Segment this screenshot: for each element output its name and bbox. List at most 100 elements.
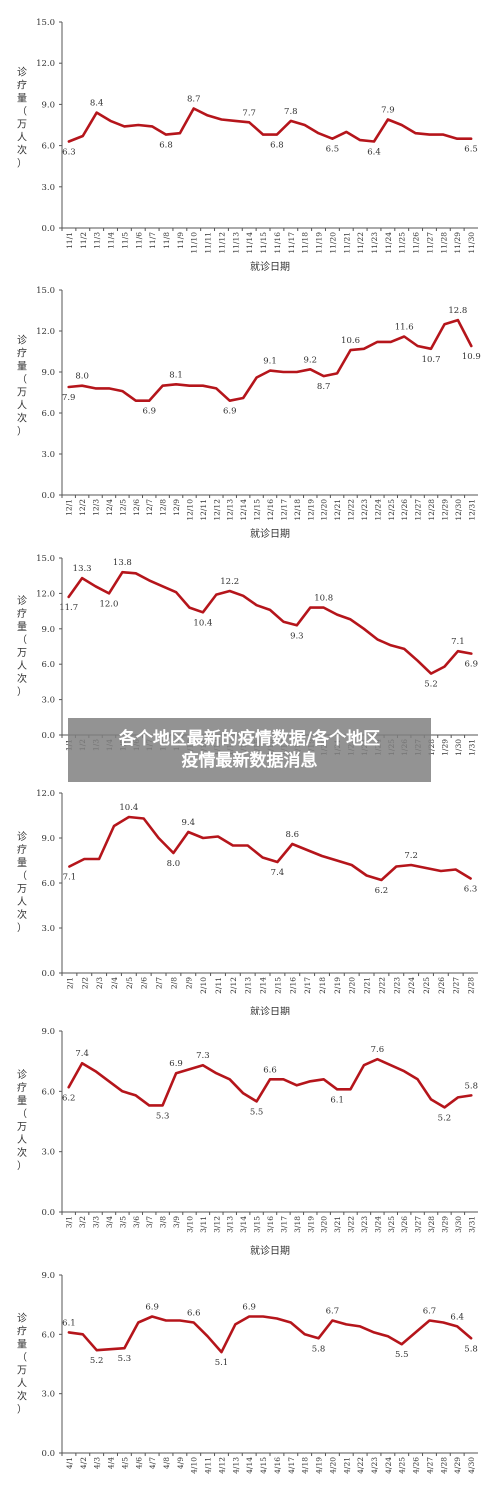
y-axis-label-char: 万 (17, 648, 27, 659)
line-chart-1: 0.0 3.0 6.0 9.0 12.0 15.0 诊疗量（ 万人次） 11/1 11/2 11/3… (17, 18, 478, 273)
x-tick-label: 2/19 (333, 977, 342, 994)
data-label: 6.6 (263, 1065, 277, 1075)
x-tick-label: 12/4 (105, 499, 114, 516)
y-axis-label-char: 量 (17, 1338, 27, 1350)
y-axis-label-char: 量 (17, 621, 27, 633)
x-tick-label: 3/19 (306, 1216, 315, 1233)
data-label: 7.1 (63, 873, 77, 883)
x-tick-label: 2/28 (467, 977, 476, 994)
x-tick-label: 4/13 (231, 1457, 240, 1474)
x-tick-label: 2/17 (303, 977, 312, 994)
data-label: 7.7 (242, 108, 256, 118)
y-tick-label: 15.0 (36, 286, 55, 296)
x-tick-label: 11/23 (370, 232, 379, 254)
y-axis-label-char: 量 (17, 857, 27, 869)
data-label: 7.1 (451, 637, 465, 647)
x-tick-label: 11/7 (148, 232, 157, 249)
overlay-title-line1: 各个地区最新的疫情数据/各个地区 (118, 729, 381, 749)
y-axis-label-char: 人 (17, 1377, 27, 1389)
x-axis-title: 就诊日期 (250, 1005, 290, 1015)
x-tick-label: 4/29 (453, 1457, 462, 1474)
x-tick-label: 2/16 (288, 977, 297, 994)
x-tick-label: 11/8 (162, 232, 171, 249)
y-axis-label-char: 诊 (17, 594, 27, 607)
x-tick-label: 3/15 (253, 1216, 262, 1233)
x-tick-label: 4/30 (467, 1457, 476, 1474)
x-tick-label: 3/1 (65, 1216, 74, 1228)
data-label: 7.3 (196, 1051, 210, 1061)
x-tick-label: 3/30 (454, 1216, 463, 1233)
data-label: 6.9 (242, 1303, 256, 1313)
x-tick-label: 4/11 (204, 1457, 213, 1474)
series-line (67, 318, 473, 402)
y-tick-label: 15.0 (36, 18, 55, 28)
y-axis-label-char: 万 (17, 387, 27, 398)
x-tick-label: 3/12 (212, 1216, 221, 1233)
y-tick-label: 0.0 (41, 969, 55, 979)
data-label: 5.3 (156, 1111, 170, 1121)
data-label: 5.8 (464, 1344, 478, 1354)
data-label: 6.9 (465, 660, 479, 670)
data-label: 10.7 (422, 355, 441, 365)
data-label: 7.4 (75, 1049, 89, 1059)
x-tick-label: 11/24 (384, 232, 393, 254)
x-tick-label: 4/14 (245, 1457, 254, 1474)
y-tick-label: 9.0 (41, 100, 55, 110)
data-label: 7.9 (62, 393, 76, 403)
y-axis-label-char: 诊 (17, 333, 27, 346)
data-label: 5.3 (118, 1354, 132, 1364)
x-tick-label: 3/21 (333, 1216, 342, 1233)
x-tick-label: 4/1 (65, 1457, 74, 1469)
y-axis-label-char: 次 (17, 1389, 27, 1402)
x-tick-label: 12/17 (279, 499, 288, 521)
data-label: 6.5 (464, 145, 478, 155)
x-tick-label: 11/14 (245, 232, 254, 254)
data-label: 12.2 (220, 577, 239, 587)
y-tick-label: 6.0 (41, 409, 55, 419)
y-axis-label-char: 人 (17, 399, 27, 411)
data-label: 8.6 (286, 830, 300, 840)
y-tick-label: 9.0 (41, 368, 55, 378)
y-axis-label-char: 次 (17, 411, 27, 424)
x-tick-label: 4/21 (342, 1457, 351, 1474)
x-tick-label: 12/16 (266, 499, 275, 521)
x-tick-label: 11/19 (315, 232, 324, 254)
x-tick-label: 4/9 (176, 1457, 185, 1469)
x-tick-label: 3/10 (185, 1216, 194, 1233)
x-tick-label: 11/6 (134, 232, 143, 249)
data-label: 5.5 (395, 1350, 409, 1360)
x-tick-label: 2/11 (214, 977, 223, 994)
line-chart-6: 0.0 3.0 6.0 9.0 诊疗量（ 万人次） 4/1 4/2 4/3 4/4 4/5 4/6 4/… (17, 1271, 478, 1474)
y-tick-label: 12.0 (36, 589, 55, 599)
y-axis-label-char: （ (17, 634, 27, 646)
x-tick-label: 12/11 (199, 499, 208, 521)
x-tick-label: 2/21 (363, 977, 372, 994)
x-tick-label: 3/20 (320, 1216, 329, 1233)
y-axis-label-char: （ (17, 1351, 27, 1363)
y-tick-label: 6.0 (41, 1087, 55, 1097)
x-tick-label: 2/18 (318, 977, 327, 994)
x-tick-label: 3/26 (400, 1216, 409, 1233)
y-axis-label-char: ） (17, 686, 27, 698)
y-axis-label-char: （ (17, 106, 27, 118)
y-tick-label: 9.0 (41, 1027, 55, 1037)
x-tick-label: 12/3 (92, 499, 101, 516)
overlay-title: 各个地区最新的疫情数据/各个地区 疫情最新数据消息 (109, 728, 390, 772)
y-tick-label: 12.0 (36, 59, 55, 69)
x-tick-label: 1/29 (440, 739, 449, 756)
x-tick-label: 12/2 (78, 499, 87, 516)
data-label: 6.9 (142, 407, 156, 417)
y-axis-label-char: （ (17, 373, 27, 385)
data-label: 8.0 (167, 859, 181, 869)
x-tick-label: 3/9 (172, 1216, 181, 1228)
x-tick-label: 11/29 (453, 232, 462, 254)
data-label: 6.4 (450, 1312, 464, 1322)
y-axis-label-char: ） (17, 158, 27, 170)
data-label: 6.7 (326, 1306, 340, 1316)
data-label: 5.1 (215, 1358, 229, 1368)
x-tick-label: 4/7 (148, 1457, 157, 1469)
x-tick-label: 11/26 (412, 232, 421, 254)
overlay-banner: 各个地区最新的疫情数据/各个地区 疫情最新数据消息 (68, 718, 431, 782)
x-tick-label: 1/30 (454, 739, 463, 756)
data-label: 9.2 (303, 355, 317, 365)
